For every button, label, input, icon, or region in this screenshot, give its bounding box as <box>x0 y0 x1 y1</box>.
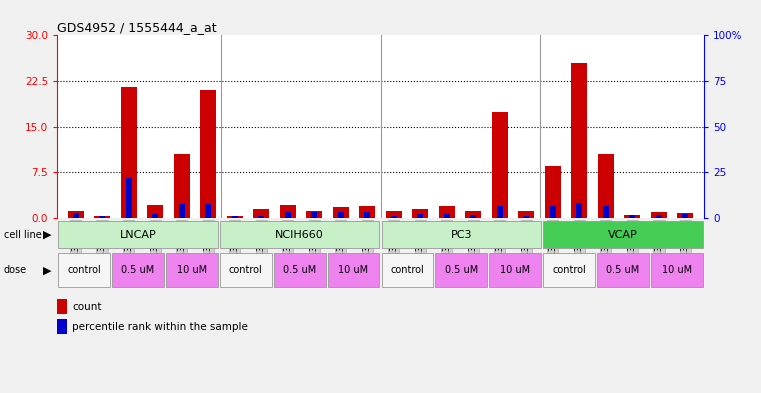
Bar <box>258 216 264 218</box>
Bar <box>58 221 218 248</box>
Bar <box>412 209 428 218</box>
Bar <box>651 212 667 218</box>
Bar <box>381 253 433 287</box>
Bar <box>381 221 541 248</box>
Bar <box>166 253 218 287</box>
Bar <box>112 253 164 287</box>
Text: 0.5 uM: 0.5 uM <box>121 265 154 275</box>
Bar <box>576 204 582 218</box>
Text: control: control <box>229 265 263 275</box>
Bar <box>497 206 503 218</box>
Bar <box>489 253 541 287</box>
Bar <box>205 204 212 218</box>
Bar <box>68 211 84 218</box>
Bar <box>179 204 185 218</box>
Bar <box>94 216 110 218</box>
Text: control: control <box>390 265 425 275</box>
Text: ▶: ▶ <box>43 230 52 240</box>
Text: NCIH660: NCIH660 <box>275 230 324 240</box>
Bar <box>677 213 693 218</box>
Bar <box>200 90 216 218</box>
Text: 0.5 uM: 0.5 uM <box>444 265 478 275</box>
Bar <box>543 253 595 287</box>
Bar <box>152 215 158 218</box>
Text: count: count <box>72 302 102 312</box>
Bar <box>227 216 243 218</box>
Text: dose: dose <box>4 265 27 275</box>
Bar <box>624 215 640 218</box>
Bar <box>524 216 530 218</box>
Bar <box>683 213 689 218</box>
Text: 10 uM: 10 uM <box>339 265 368 275</box>
Bar <box>253 209 269 218</box>
Text: VCAP: VCAP <box>608 230 638 240</box>
Bar <box>518 211 534 218</box>
Text: LNCAP: LNCAP <box>119 230 156 240</box>
Bar <box>280 205 296 218</box>
Bar <box>603 206 609 218</box>
Text: 10 uM: 10 uM <box>500 265 530 275</box>
Bar <box>417 213 423 218</box>
Bar <box>126 178 132 218</box>
Bar <box>220 253 272 287</box>
Bar <box>285 212 291 218</box>
Text: control: control <box>67 265 101 275</box>
Bar <box>465 211 481 218</box>
Bar <box>572 63 587 218</box>
Bar <box>545 166 561 218</box>
Bar <box>656 215 662 218</box>
Text: 0.5 uM: 0.5 uM <box>607 265 640 275</box>
Bar <box>99 216 105 218</box>
Bar <box>629 215 635 218</box>
Bar <box>220 221 380 248</box>
Text: 0.5 uM: 0.5 uM <box>283 265 317 275</box>
Bar <box>311 212 317 218</box>
Bar <box>57 299 68 314</box>
Bar <box>470 215 476 218</box>
Bar <box>597 253 649 287</box>
Bar <box>439 206 455 218</box>
Bar <box>147 205 163 218</box>
Bar <box>598 154 614 218</box>
Text: cell line: cell line <box>4 230 42 240</box>
Bar <box>328 253 380 287</box>
Bar <box>72 213 78 218</box>
Bar <box>492 112 508 218</box>
Text: ▶: ▶ <box>43 265 52 275</box>
Bar <box>274 253 326 287</box>
Bar <box>359 206 375 218</box>
Bar <box>543 221 703 248</box>
Bar <box>390 216 396 218</box>
Bar <box>333 207 349 218</box>
Text: PC3: PC3 <box>451 230 472 240</box>
Text: GDS4952 / 1555444_a_at: GDS4952 / 1555444_a_at <box>57 21 217 34</box>
Bar <box>306 211 322 218</box>
Text: percentile rank within the sample: percentile rank within the sample <box>72 321 248 332</box>
Bar <box>435 253 487 287</box>
Bar <box>174 154 189 218</box>
Text: 10 uM: 10 uM <box>662 265 692 275</box>
Bar <box>444 215 450 218</box>
Bar <box>231 216 237 218</box>
Bar <box>651 253 703 287</box>
Bar <box>386 211 402 218</box>
Text: control: control <box>552 265 586 275</box>
Bar <box>338 212 344 218</box>
Bar <box>58 253 110 287</box>
Text: 10 uM: 10 uM <box>177 265 207 275</box>
Bar <box>365 212 371 218</box>
Bar <box>549 206 556 218</box>
Bar <box>57 319 68 334</box>
Bar <box>121 87 137 218</box>
